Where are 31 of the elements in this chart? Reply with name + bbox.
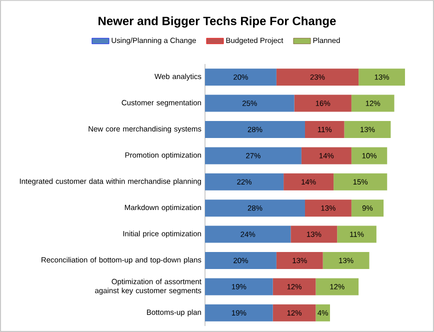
bar	[205, 252, 276, 269]
bar	[205, 304, 273, 322]
bar	[305, 121, 344, 138]
bar	[334, 173, 388, 190]
bar	[205, 121, 305, 138]
bar	[205, 94, 294, 112]
bar	[276, 68, 359, 86]
bar	[316, 304, 330, 322]
bar	[316, 278, 359, 296]
bar	[205, 226, 291, 243]
chart-title: Newer and Bigger Techs Ripe For Change	[98, 16, 336, 28]
bar	[272, 304, 316, 322]
bar	[205, 68, 276, 86]
bar	[205, 173, 284, 190]
bar	[337, 226, 376, 243]
bar	[305, 200, 352, 217]
bar	[272, 278, 316, 296]
bar	[205, 278, 273, 296]
bar	[205, 200, 305, 217]
bar	[344, 121, 391, 138]
bar	[351, 200, 384, 217]
bar	[290, 226, 338, 243]
bar	[276, 252, 323, 269]
bar	[322, 252, 370, 269]
bar	[358, 68, 405, 86]
bar	[351, 147, 388, 164]
bar	[301, 147, 352, 164]
bar	[351, 94, 394, 112]
bar	[205, 147, 302, 164]
bar	[294, 94, 352, 112]
bar	[284, 173, 334, 190]
